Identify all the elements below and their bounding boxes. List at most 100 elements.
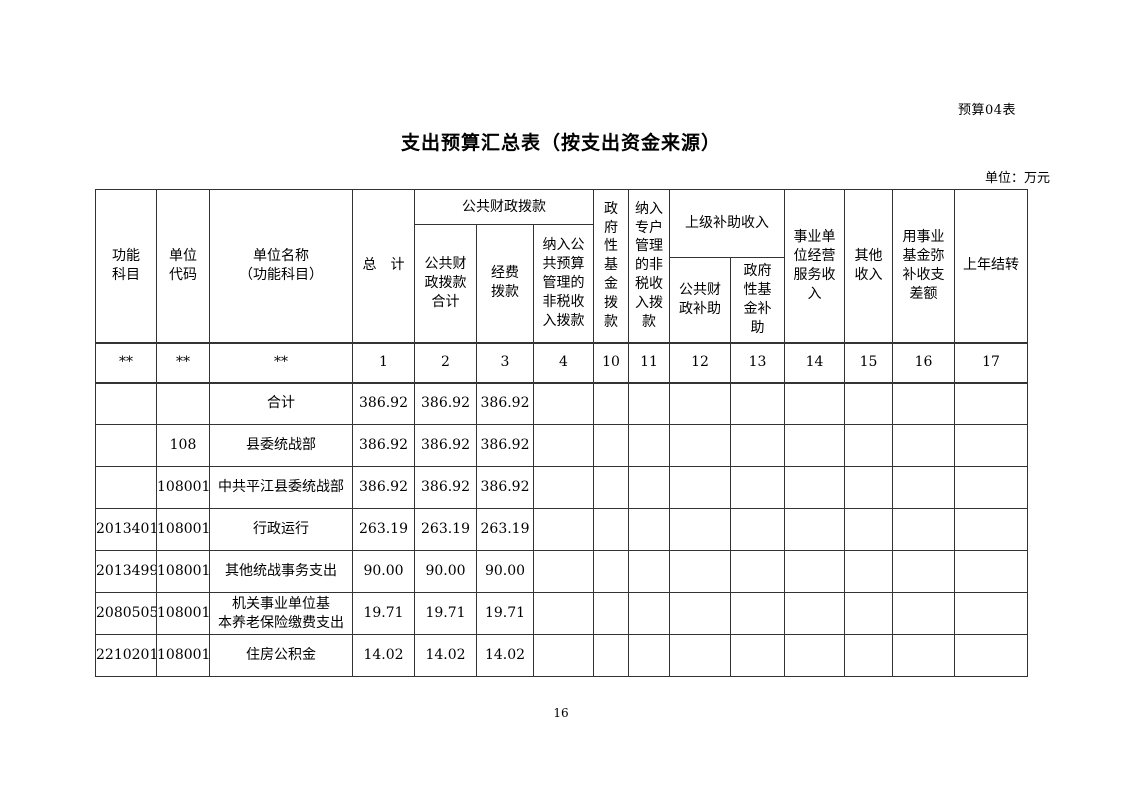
cell-value [844, 550, 894, 593]
cell-value [844, 508, 894, 551]
header-row-subsidy-subcols: 公共财政补助 政府性基金补助 [96, 257, 1028, 343]
cell-value [532, 550, 595, 593]
cell-value [730, 634, 786, 677]
cell-value: 386.92 [352, 466, 415, 509]
cell-value: 14.02 [414, 634, 477, 677]
col-header-gov-fund-subsidy-label: 政府性基金补助 [743, 262, 772, 336]
col-header-function-subject: 功能科目 [95, 189, 157, 343]
cell-value [532, 634, 595, 677]
cell-value: 90.00 [352, 550, 415, 593]
cell-value: 90.00 [476, 550, 534, 593]
col-header-public-finance-subsidy-label: 公共财政补助 [679, 281, 721, 317]
column-number-cell: 12 [669, 341, 732, 384]
cell-value [628, 424, 671, 467]
cell-value [730, 466, 786, 509]
cell-unit-code: 108001 [156, 592, 210, 635]
cell-value: 19.71 [414, 592, 477, 635]
cell-unit-name: 其他统战事务支出 [209, 550, 353, 593]
cell-value: 19.71 [352, 592, 415, 635]
cell-value [730, 508, 786, 551]
cell-value: 90.00 [414, 550, 477, 593]
col-header-business-operation-income-label: 事业单位经营服务收入 [793, 228, 836, 302]
cell-value [628, 634, 671, 677]
cell-value [954, 424, 1029, 467]
cell-unit-name: 县委统战部 [209, 424, 353, 467]
col-header-prior-year-carryover: 上年结转 [954, 189, 1029, 343]
col-header-unit-name: 单位名称 （功能科目） [209, 189, 353, 343]
cell-value: 14.02 [476, 634, 534, 677]
cell-function-code: 2013401 [95, 508, 157, 551]
cell-value [628, 382, 671, 425]
cell-value [784, 550, 846, 593]
cell-value [593, 550, 630, 593]
cell-function-code [95, 424, 157, 467]
column-number-cell: 14 [784, 341, 846, 384]
cell-function-code [95, 466, 157, 509]
cell-value [730, 382, 786, 425]
cell-value [892, 550, 956, 593]
col-header-nontax-special-account-label: 纳入专户管理的非税收入拨款 [635, 200, 664, 330]
table-row: 2080505 108001 机关事业单位基 本养老保险缴费支出 19.71 1… [95, 592, 1029, 635]
col-header-public-finance-total-label: 公共财政拨款合计 [424, 255, 467, 310]
cell-unit-name: 行政运行 [209, 508, 353, 551]
cell-value [784, 508, 846, 551]
cell-unit-name: 合计 [209, 382, 353, 425]
cell-unit-name: 住房公积金 [209, 634, 353, 677]
cell-value [844, 382, 894, 425]
cell-value [593, 382, 630, 425]
col-header-expense-appropriation-label: 经费拨款 [491, 265, 519, 301]
cell-value [954, 592, 1029, 635]
cell-value [844, 466, 894, 509]
cell-value [784, 592, 846, 635]
column-number-cell: 10 [593, 341, 630, 384]
column-number-cell: ** [156, 341, 210, 384]
cell-value [628, 508, 671, 551]
cell-function-code [95, 382, 157, 425]
header-row-groups: 功能科目 单位代码 单位名称 （功能科目） 总 计 公共财政拨款 政府性基金拨款… [95, 189, 1029, 343]
cell-value [593, 508, 630, 551]
cell-value [892, 634, 956, 677]
table-row: 108 县委统战部 386.92 386.92 386.92 [95, 424, 1029, 467]
page-title: 支出预算汇总表（按支出资金来源） [400, 132, 721, 154]
cell-value: 19.71 [476, 592, 534, 635]
col-header-gov-fund-subsidy: 政府性基金补助 [730, 257, 786, 343]
cell-value [954, 382, 1029, 425]
cell-unit-code: 108 [156, 424, 210, 467]
column-number-cell: 15 [844, 341, 894, 384]
cell-value [784, 466, 846, 509]
cell-value: 263.19 [352, 508, 415, 551]
cell-value [628, 466, 671, 509]
cell-function-code: 2210201 [95, 634, 157, 677]
column-number-cell: 11 [628, 341, 671, 384]
cell-value [532, 508, 595, 551]
column-number-cell: ** [95, 341, 157, 384]
cell-unit-code: 108001 [156, 550, 210, 593]
column-number-cell: 1 [352, 341, 415, 384]
col-header-group-public-finance: 公共财政拨款 [413, 189, 595, 225]
column-number-cell: 3 [476, 341, 534, 384]
cell-value [892, 424, 956, 467]
cell-value [892, 592, 956, 635]
cell-value [628, 592, 671, 635]
header-row-public-finance-subcols: 公共财政拨款合计 经费拨款 纳入公共预算管理的非税收入拨款 [96, 224, 1028, 343]
col-header-grand-total: 总 计 [352, 189, 415, 343]
cell-value [844, 592, 894, 635]
cell-value [593, 466, 630, 509]
col-header-gov-fund-appropriation: 政府性基金拨款 [593, 189, 630, 343]
cell-value [532, 382, 595, 425]
cell-value: 386.92 [414, 382, 477, 425]
cell-value [892, 466, 956, 509]
cell-value: 386.92 [352, 424, 415, 467]
cell-value [628, 550, 671, 593]
unit-note: 单位：万元 [984, 171, 1050, 186]
cell-value [532, 424, 595, 467]
cell-value: 263.19 [476, 508, 534, 551]
cell-value [954, 634, 1029, 677]
col-header-other-income-label: 其他收入 [854, 247, 883, 283]
column-number-cell: 2 [414, 341, 477, 384]
table-row: 合计 386.92 386.92 386.92 [95, 382, 1029, 425]
cell-value [593, 634, 630, 677]
cell-value [669, 466, 732, 509]
cell-unit-name: 机关事业单位基 本养老保险缴费支出 [209, 592, 353, 635]
col-header-unit-code-label: 单位代码 [169, 247, 197, 283]
